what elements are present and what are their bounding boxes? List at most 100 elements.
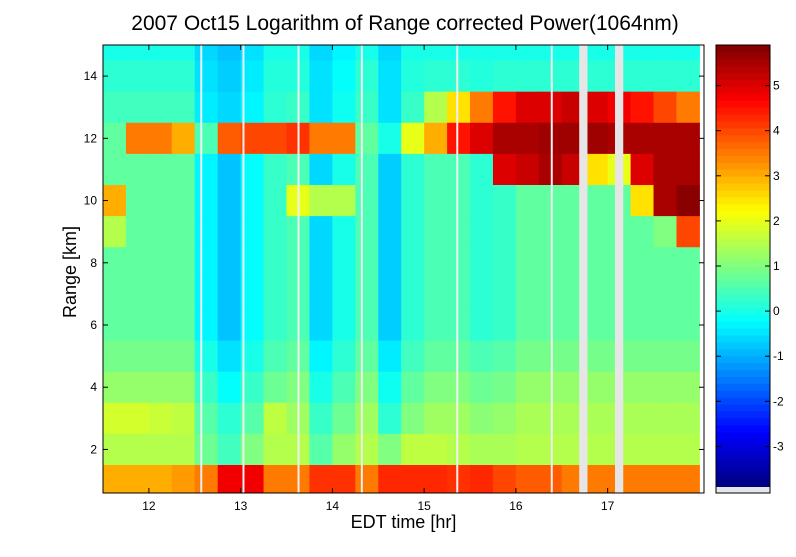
heatmap-cell <box>309 247 333 279</box>
heatmap-cell <box>125 433 150 466</box>
colorbar-swatch <box>716 376 770 384</box>
heatmap-cell <box>492 402 517 435</box>
heatmap-cell <box>424 402 448 435</box>
colorbar-swatch <box>716 93 770 101</box>
heatmap-cell <box>447 309 471 342</box>
heatmap-cell <box>538 60 563 93</box>
colorbar-swatch <box>716 348 770 357</box>
heatmap-cell <box>515 91 540 124</box>
heatmap-cell <box>447 340 471 373</box>
heatmap-cell <box>217 216 242 248</box>
colorbar-swatch <box>716 480 770 488</box>
heatmap-cell <box>676 278 700 310</box>
heatmap-cell <box>630 122 655 155</box>
heatmap-cell <box>470 278 494 310</box>
heatmap-cell <box>653 309 677 342</box>
heatmap-cell <box>148 216 173 248</box>
heatmap-cell <box>584 247 609 279</box>
colorbar-swatch <box>716 272 770 281</box>
x-tick-label: 12 <box>142 499 156 513</box>
heatmap-cell <box>148 433 173 466</box>
colorbar-swatch <box>716 134 770 143</box>
heatmap-cell <box>676 45 700 62</box>
heatmap-cell <box>584 122 609 155</box>
heatmap-cell <box>401 340 425 373</box>
heatmap-cell <box>332 216 356 248</box>
heatmap-cell <box>125 153 150 186</box>
colorbar-swatch <box>716 369 770 377</box>
heatmap-cell <box>378 91 402 124</box>
heatmap-cell <box>332 185 356 217</box>
heatmap-cell <box>538 340 563 373</box>
heatmap-cell <box>194 216 219 248</box>
heatmap-cell <box>332 465 356 494</box>
heatmap-cell <box>309 216 333 248</box>
colorbar-swatch <box>716 390 770 398</box>
heatmap-cell <box>378 340 402 373</box>
colorbar-swatch <box>716 203 770 212</box>
heatmap-cell <box>217 278 242 310</box>
heatmap-cell <box>148 278 173 310</box>
heatmap-cell <box>470 433 494 466</box>
heatmap-cell <box>148 402 173 435</box>
heatmap-cell <box>125 309 150 342</box>
heatmap-cell <box>584 278 609 310</box>
colorbar-swatch <box>716 238 770 246</box>
colorbar-swatch <box>716 162 770 170</box>
colorbar-swatch <box>716 431 770 440</box>
heatmap-cell <box>492 433 517 466</box>
heatmap-cell <box>630 340 655 373</box>
heatmap-cell <box>309 45 333 62</box>
heatmap-cell <box>103 185 127 217</box>
colorbar-swatch <box>716 210 770 219</box>
x-tick-label: 13 <box>234 499 248 513</box>
heatmap-cell <box>653 91 677 124</box>
heatmap-cell <box>630 185 655 217</box>
heatmap-cell <box>676 247 700 279</box>
colorbar-frame <box>715 44 771 494</box>
heatmap-cell <box>263 185 288 217</box>
heatmap-cell <box>424 371 448 404</box>
heatmap-cell <box>263 122 288 155</box>
heatmap-cell <box>194 340 219 373</box>
colorbar-swatch <box>716 183 770 191</box>
heatmap-cell <box>355 278 379 310</box>
x-tick-label: 16 <box>509 499 523 513</box>
heatmap-cell <box>309 309 333 342</box>
heatmap-cell <box>676 309 700 342</box>
heatmap-cell <box>676 402 700 435</box>
colorbar-swatch <box>716 190 770 198</box>
heatmap-cell <box>217 247 242 279</box>
heatmap-cell <box>309 371 333 404</box>
heatmap-cell <box>103 371 127 404</box>
colorbar-swatch <box>716 452 770 460</box>
heatmap-cell <box>584 340 609 373</box>
heatmap-cell <box>103 153 127 186</box>
heatmap-cell <box>630 153 655 186</box>
heatmap-cell <box>194 402 219 435</box>
heatmap-cell <box>630 371 655 404</box>
heatmap-cell <box>538 402 563 435</box>
heatmap-cell <box>447 45 471 62</box>
heatmap-cell <box>447 216 471 248</box>
heatmap-cell <box>378 465 402 494</box>
heatmap-cell <box>492 247 517 279</box>
colorbar-swatch <box>716 417 770 426</box>
heatmap-cell <box>309 340 333 373</box>
missing-data-band <box>614 45 624 493</box>
heatmap-cell <box>194 60 219 93</box>
heatmap-cell <box>125 402 150 435</box>
heatmap-cell <box>447 465 471 494</box>
heatmap-cell <box>263 60 288 93</box>
heatmap-cell <box>584 465 609 494</box>
heatmap-cell <box>424 309 448 342</box>
heatmap-cell <box>584 153 609 186</box>
heatmap-cell <box>103 122 127 155</box>
heatmap-cell <box>515 371 540 404</box>
colorbar-swatch <box>716 293 770 302</box>
heatmap-cell <box>263 340 288 373</box>
heatmap-cell <box>332 402 356 435</box>
heatmap-cell <box>148 247 173 279</box>
heatmap-cell <box>240 185 265 217</box>
heatmap-cell <box>148 45 173 62</box>
